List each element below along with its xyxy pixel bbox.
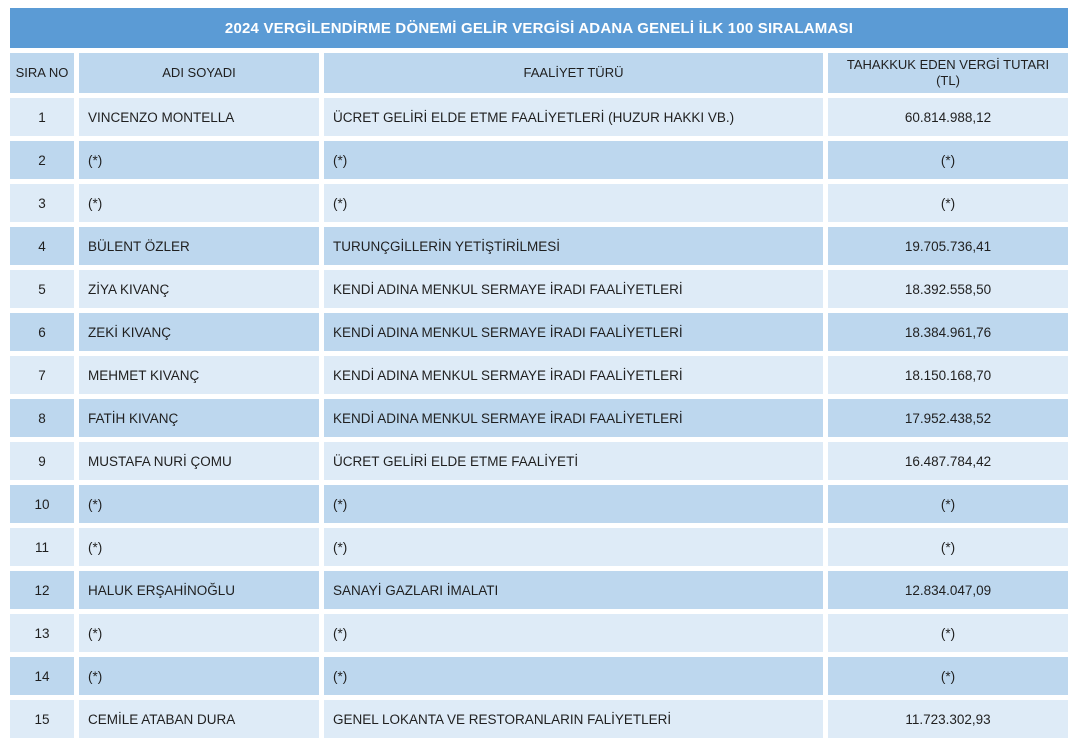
name-cell: ZİYA KIVANÇ [79,270,319,308]
table-row: 14 (*) (*) (*) [10,657,1068,695]
column-header-tax: TAHAKKUK EDEN VERGİ TUTARI (TL) [828,53,1068,93]
activity-cell: (*) [324,657,823,695]
tax-cell: 16.487.784,42 [828,442,1068,480]
activity-cell: KENDİ ADINA MENKUL SERMAYE İRADI FAALİYE… [324,270,823,308]
rank-cell: 9 [10,442,74,480]
title-row: 2024 VERGİLENDİRME DÖNEMİ GELİR VERGİSİ … [10,8,1068,48]
tax-cell: 60.814.988,12 [828,98,1068,136]
name-cell: (*) [79,184,319,222]
rank-cell: 1 [10,98,74,136]
name-cell: MEHMET KIVANÇ [79,356,319,394]
name-cell: (*) [79,657,319,695]
tax-cell: (*) [828,614,1068,652]
rank-cell: 11 [10,528,74,566]
tax-cell: 12.834.047,09 [828,571,1068,609]
name-cell: BÜLENT ÖZLER [79,227,319,265]
activity-cell: (*) [324,141,823,179]
column-header-rank-label: SIRA NO [15,64,69,80]
activity-cell: SANAYİ GAZLARI İMALATI [324,571,823,609]
table-row: 1 VINCENZO MONTELLA ÜCRET GELİRİ ELDE ET… [10,98,1068,136]
column-header-tax-label: TAHAKKUK EDEN VERGİ TUTARI [846,56,1050,72]
name-cell: FATİH KIVANÇ [79,399,319,437]
column-header-name: ADI SOYADI [79,53,319,93]
table-body: 1 VINCENZO MONTELLA ÜCRET GELİRİ ELDE ET… [10,98,1068,738]
rank-cell: 8 [10,399,74,437]
table-row: 15 CEMİLE ATABAN DURA GENEL LOKANTA VE R… [10,700,1068,738]
table-row: 8 FATİH KIVANÇ KENDİ ADINA MENKUL SERMAY… [10,399,1068,437]
column-header-tax-sublabel: (TL) [936,73,960,88]
rank-cell: 2 [10,141,74,179]
activity-cell: (*) [324,528,823,566]
name-cell: (*) [79,614,319,652]
table-row: 11 (*) (*) (*) [10,528,1068,566]
rank-cell: 14 [10,657,74,695]
tax-cell: 18.392.558,50 [828,270,1068,308]
column-header-rank: SIRA NO [10,53,74,93]
rank-cell: 3 [10,184,74,222]
column-header-activity: FAALİYET TÜRÜ [324,53,823,93]
activity-cell: (*) [324,485,823,523]
table-row: 4 BÜLENT ÖZLER TURUNÇGİLLERİN YETİŞTİRİL… [10,227,1068,265]
tax-cell: (*) [828,184,1068,222]
tax-cell: 11.723.302,93 [828,700,1068,738]
rank-cell: 13 [10,614,74,652]
activity-cell: (*) [324,184,823,222]
rank-cell: 15 [10,700,74,738]
tax-cell: 19.705.736,41 [828,227,1068,265]
rank-cell: 7 [10,356,74,394]
table-row: 10 (*) (*) (*) [10,485,1068,523]
rank-cell: 5 [10,270,74,308]
activity-cell: ÜCRET GELİRİ ELDE ETME FAALİYETLERİ (HUZ… [324,98,823,136]
activity-cell: GENEL LOKANTA VE RESTORANLARIN FALİYETLE… [324,700,823,738]
tax-cell: (*) [828,485,1068,523]
table-title: 2024 VERGİLENDİRME DÖNEMİ GELİR VERGİSİ … [10,8,1068,48]
rank-cell: 6 [10,313,74,351]
header-row: SIRA NO ADI SOYADI FAALİYET TÜRÜ TAHAKKU… [10,53,1068,93]
rank-cell: 10 [10,485,74,523]
name-cell: MUSTAFA NURİ ÇOMU [79,442,319,480]
table-row: 6 ZEKİ KIVANÇ KENDİ ADINA MENKUL SERMAYE… [10,313,1068,351]
name-cell: HALUK ERŞAHİNOĞLU [79,571,319,609]
table-row: 5 ZİYA KIVANÇ KENDİ ADINA MENKUL SERMAYE… [10,270,1068,308]
name-cell: (*) [79,528,319,566]
tax-cell: 17.952.438,52 [828,399,1068,437]
name-cell: VINCENZO MONTELLA [79,98,319,136]
table-row: 3 (*) (*) (*) [10,184,1068,222]
table-row: 12 HALUK ERŞAHİNOĞLU SANAYİ GAZLARI İMAL… [10,571,1068,609]
rank-cell: 12 [10,571,74,609]
column-header-name-label: ADI SOYADI [162,64,236,80]
activity-cell: KENDİ ADINA MENKUL SERMAYE İRADI FAALİYE… [324,356,823,394]
table-row: 9 MUSTAFA NURİ ÇOMU ÜCRET GELİRİ ELDE ET… [10,442,1068,480]
name-cell: ZEKİ KIVANÇ [79,313,319,351]
table-row: 7 MEHMET KIVANÇ KENDİ ADINA MENKUL SERMA… [10,356,1068,394]
activity-cell: ÜCRET GELİRİ ELDE ETME FAALİYETİ [324,442,823,480]
column-header-activity-label: FAALİYET TÜRÜ [523,64,624,80]
tax-cell: 18.150.168,70 [828,356,1068,394]
table-row: 13 (*) (*) (*) [10,614,1068,652]
rank-cell: 4 [10,227,74,265]
activity-cell: TURUNÇGİLLERİN YETİŞTİRİLMESİ [324,227,823,265]
tax-cell: 18.384.961,76 [828,313,1068,351]
name-cell: (*) [79,141,319,179]
name-cell: CEMİLE ATABAN DURA [79,700,319,738]
activity-cell: (*) [324,614,823,652]
activity-cell: KENDİ ADINA MENKUL SERMAYE İRADI FAALİYE… [324,313,823,351]
tax-cell: (*) [828,657,1068,695]
table-row: 2 (*) (*) (*) [10,141,1068,179]
tax-cell: (*) [828,141,1068,179]
tax-cell: (*) [828,528,1068,566]
activity-cell: KENDİ ADINA MENKUL SERMAYE İRADI FAALİYE… [324,399,823,437]
name-cell: (*) [79,485,319,523]
ranking-table: 2024 VERGİLENDİRME DÖNEMİ GELİR VERGİSİ … [5,3,1073,743]
